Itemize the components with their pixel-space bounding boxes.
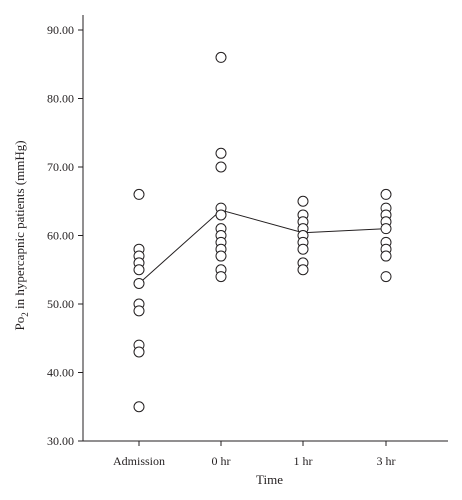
data-point bbox=[133, 305, 145, 317]
data-point bbox=[380, 250, 392, 262]
data-points bbox=[133, 51, 392, 413]
y-axis-title-subscript: 2 bbox=[20, 312, 30, 317]
data-point bbox=[133, 188, 145, 200]
y-tick-label: 70.00 bbox=[47, 160, 74, 174]
data-point bbox=[133, 401, 145, 413]
x-tick-label: 3 hr bbox=[377, 454, 396, 468]
data-point bbox=[215, 271, 227, 283]
y-tick-label: 80.00 bbox=[47, 92, 74, 106]
y-tick-label: 50.00 bbox=[47, 297, 74, 311]
data-point bbox=[215, 161, 227, 173]
y-tick-label: 30.00 bbox=[47, 434, 74, 448]
data-point bbox=[133, 277, 145, 289]
x-axis-title: Time bbox=[256, 472, 283, 487]
y-tick-label: 40.00 bbox=[47, 366, 74, 380]
x-tick-label: 1 hr bbox=[294, 454, 313, 468]
data-point bbox=[215, 250, 227, 262]
x-tick-label: Admission bbox=[113, 454, 165, 468]
x-tick-label: 0 hr bbox=[212, 454, 231, 468]
mean-line-group bbox=[138, 209, 387, 284]
y-tick-label: 90.00 bbox=[47, 23, 74, 37]
data-point bbox=[215, 147, 227, 159]
data-point bbox=[297, 243, 309, 255]
data-point bbox=[380, 271, 392, 283]
y-axis-title-prefix: Po bbox=[12, 317, 27, 331]
data-point bbox=[297, 195, 309, 207]
data-point bbox=[133, 264, 145, 276]
y-tick-label: 60.00 bbox=[47, 229, 74, 243]
data-point bbox=[133, 346, 145, 358]
y-axis-title-suffix: in hypercapnic patients (mmHg) bbox=[12, 140, 27, 312]
data-point bbox=[297, 264, 309, 276]
data-point bbox=[380, 223, 392, 235]
y-axis-title: Po2 in hypercapnic patients (mmHg) bbox=[12, 140, 30, 330]
data-point bbox=[215, 51, 227, 63]
x-axis: Admission 0 hr 1 hr 3 hr bbox=[83, 440, 448, 468]
mean-line bbox=[138, 209, 387, 284]
y-axis: 30.00 40.00 50.00 60.00 70.00 80.00 90.00 bbox=[47, 15, 84, 448]
data-point bbox=[380, 188, 392, 200]
data-point bbox=[215, 209, 227, 221]
